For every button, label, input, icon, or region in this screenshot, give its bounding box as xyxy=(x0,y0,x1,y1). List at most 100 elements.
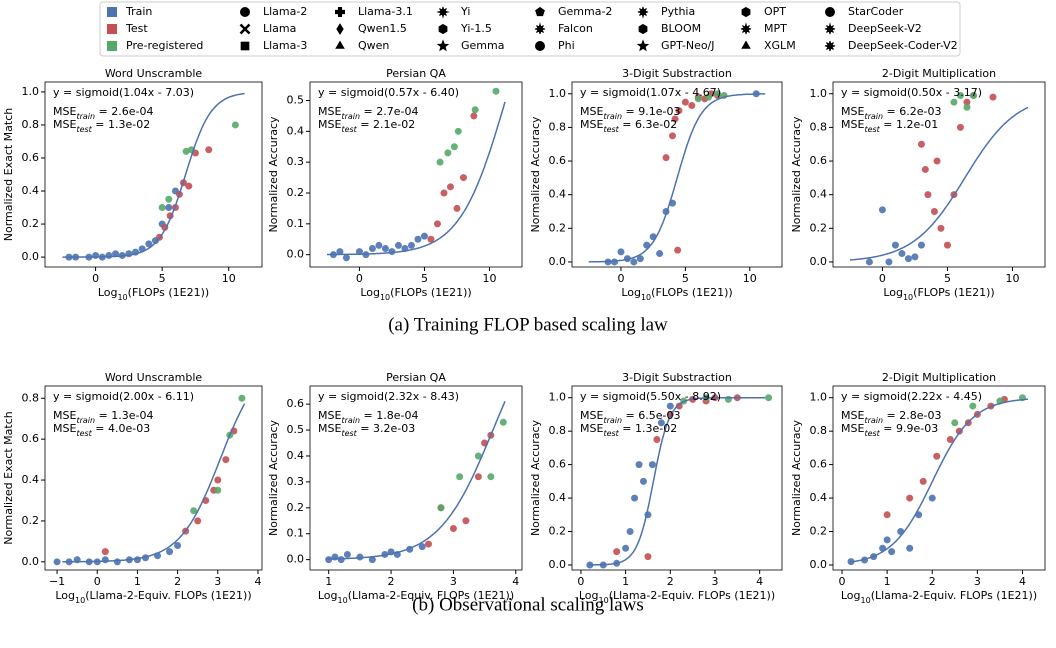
point xyxy=(639,477,647,485)
point xyxy=(963,98,971,106)
point xyxy=(705,93,713,101)
point xyxy=(648,461,656,469)
mse-part: MSE xyxy=(580,409,603,422)
y-tick-label: 0.1 xyxy=(287,527,305,540)
x-tick-label: 5 xyxy=(421,272,428,285)
x-tick-label: 1 xyxy=(884,575,891,588)
legend-label: Llama-3.1 xyxy=(358,5,413,18)
point xyxy=(714,90,722,98)
y-tick-label: 0.2 xyxy=(549,221,567,234)
y-axis-label: Normalized Accuracy xyxy=(267,419,280,536)
panel-title: 2-Digit Multiplication xyxy=(882,371,996,384)
mse-sub: test xyxy=(603,125,619,134)
point xyxy=(53,558,61,566)
legend-label: GPT-Neo/J xyxy=(661,39,715,52)
y-tick-label: 0.0 xyxy=(287,553,305,566)
point xyxy=(145,240,153,248)
y-tick-label: 0.6 xyxy=(810,154,828,167)
point xyxy=(474,473,482,481)
mse-part: MSE xyxy=(580,422,603,435)
axes-frame xyxy=(571,385,783,571)
y-axis-label: Normalized Accuracy xyxy=(267,116,280,233)
y-tick-label: 0.8 xyxy=(22,118,40,131)
x-tick-label: 0 xyxy=(92,272,99,285)
y-tick-label: 0.6 xyxy=(549,458,567,471)
mse-part: = 6.5e-03 xyxy=(622,409,680,422)
x-axis-label-part: (Llama-2-Equiv. FLOPs (1E21)) xyxy=(85,589,251,602)
x-tick-label: 0 xyxy=(94,575,101,588)
point xyxy=(437,504,445,512)
mse-part: MSE xyxy=(841,409,864,422)
mse-part: MSE xyxy=(53,409,76,422)
point xyxy=(969,91,977,99)
legend-swatch xyxy=(107,7,117,17)
mse-label: MSEtrain = 2.8e-03 xyxy=(841,409,942,425)
mse-label: MSEtrain = 6.5e-03 xyxy=(580,409,681,425)
marker xyxy=(240,7,250,17)
legend-label: StarCoder xyxy=(848,5,904,18)
x-axis-label-part: (Llama-2-Equiv. FLOPs (1E21)) xyxy=(348,589,514,602)
y-tick-label: 0.0 xyxy=(549,558,567,571)
x-tick-label: 0 xyxy=(879,272,886,285)
point xyxy=(185,182,193,190)
legend-label: Llama xyxy=(263,22,296,35)
marker xyxy=(741,40,751,49)
point xyxy=(418,543,426,551)
mse-part: = 2.1e-02 xyxy=(357,118,415,131)
point xyxy=(487,473,495,481)
y-tick-label: 0.0 xyxy=(22,250,40,263)
point xyxy=(626,528,634,536)
point xyxy=(937,224,945,232)
x-axis-label-part: Log xyxy=(318,589,338,602)
mse-part: = 3.2e-03 xyxy=(357,422,415,435)
x-axis-label-sub: 10 xyxy=(641,293,651,302)
point xyxy=(933,157,941,165)
point xyxy=(394,241,402,249)
point xyxy=(943,241,951,249)
y-tick-label: 0.4 xyxy=(287,124,305,137)
marker xyxy=(240,41,250,51)
legend-swatch xyxy=(107,41,117,51)
mse-sub: train xyxy=(341,416,360,425)
point xyxy=(343,550,351,558)
x-tick-label: 3 xyxy=(450,575,457,588)
marker xyxy=(637,6,649,19)
fit-label: y = sigmoid(5.50x - 8.92) xyxy=(580,390,721,403)
mse-sub: train xyxy=(864,416,883,425)
panel-title: 3-Digit Substraction xyxy=(622,371,732,384)
x-axis-label-sub: 10 xyxy=(380,293,390,302)
point xyxy=(930,208,938,215)
point xyxy=(675,402,683,410)
point xyxy=(499,418,507,426)
point xyxy=(454,127,462,135)
x-tick-label: 10 xyxy=(482,272,496,285)
y-axis-label: Normalized Exact Match xyxy=(2,411,15,545)
x-tick-label: 1 xyxy=(134,575,141,588)
point xyxy=(205,146,213,154)
y-tick-label: 0.2 xyxy=(549,525,567,538)
fit-curve xyxy=(327,101,506,256)
point xyxy=(653,436,661,444)
fit-label: y = sigmoid(2.32x - 8.43) xyxy=(318,390,459,403)
point xyxy=(666,402,674,410)
mse-part: = 4.0e-03 xyxy=(92,422,150,435)
x-axis-label-part: (FLOPs (1E21)) xyxy=(651,286,733,299)
marker xyxy=(824,22,836,35)
y-axis-label: Normalized Accuracy xyxy=(529,116,542,233)
point xyxy=(921,165,929,173)
mse-part: = 2.8e-03 xyxy=(883,409,941,422)
fit-curve xyxy=(588,396,766,566)
axes-frame xyxy=(309,81,523,268)
x-axis-label-sub: 10 xyxy=(75,596,85,605)
fit-label: y = sigmoid(1.04x - 7.03) xyxy=(53,86,194,99)
legend-label: XGLM xyxy=(764,39,796,52)
mse-sub: train xyxy=(76,112,95,121)
mse-sub: test xyxy=(76,429,92,438)
point xyxy=(675,107,683,115)
mse-label: MSEtest = 1.3e-02 xyxy=(53,118,150,134)
mse-label: MSEtest = 1.2e-01 xyxy=(841,118,938,134)
caption: (b) Observational scaling laws xyxy=(412,594,644,615)
y-tick-label: 0.0 xyxy=(549,255,567,268)
legend-label: Qwen xyxy=(358,39,389,52)
mse-part: = 2.6e-04 xyxy=(95,105,153,118)
